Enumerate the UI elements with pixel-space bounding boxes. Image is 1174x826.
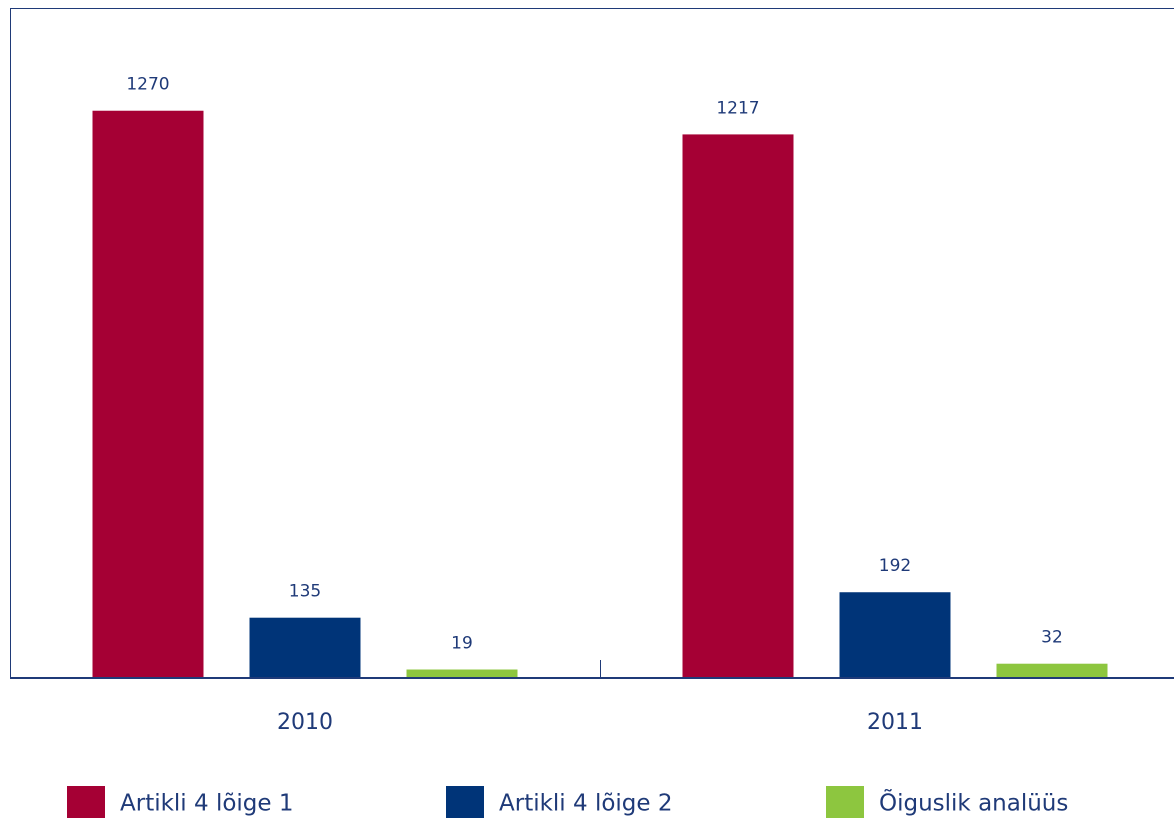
bar	[406, 669, 518, 678]
legend-swatch	[67, 786, 105, 818]
value-label: 192	[879, 556, 911, 576]
bar	[839, 592, 951, 678]
bar	[996, 663, 1108, 678]
legend-swatch	[446, 786, 484, 818]
x-tick-label: 2010	[277, 710, 333, 735]
legend-label: Artikli 4 lõige 2	[499, 791, 673, 817]
legend-label: Õiguslik analüüs	[879, 788, 1068, 817]
bar	[92, 110, 204, 678]
value-label: 1217	[716, 98, 759, 118]
bar	[249, 617, 361, 678]
x-tick-label: 2011	[867, 710, 923, 735]
value-label: 19	[451, 634, 473, 654]
legend-label: Artikli 4 lõige 1	[120, 791, 294, 817]
value-label: 32	[1041, 628, 1063, 648]
legend-swatch	[826, 786, 864, 818]
value-label: 1270	[126, 75, 169, 95]
bar	[682, 134, 794, 678]
value-label: 135	[289, 582, 321, 602]
